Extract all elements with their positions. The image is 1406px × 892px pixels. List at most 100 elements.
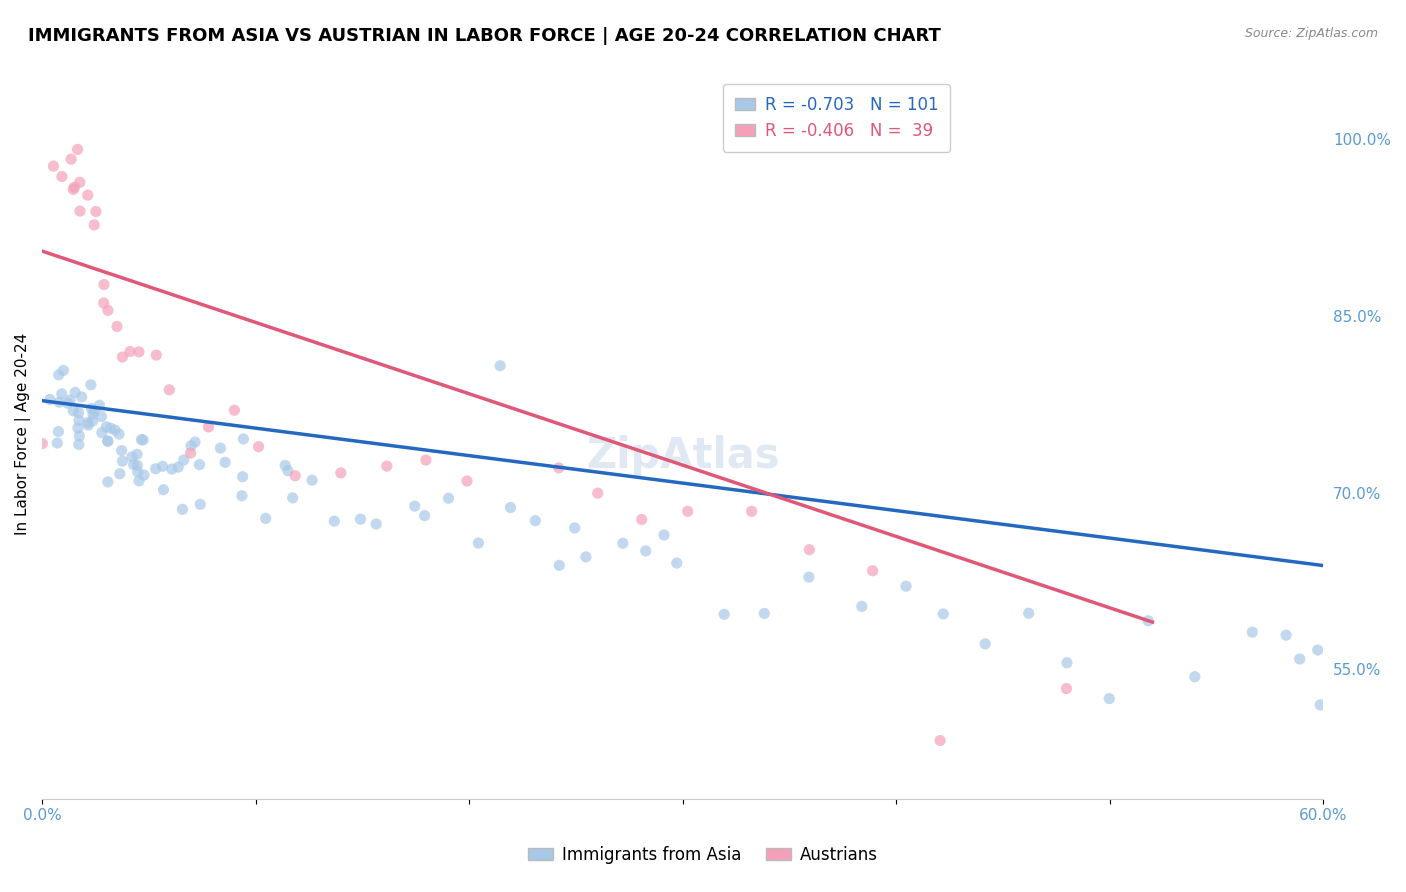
Point — [97, 434, 120, 448]
Point — [415, 453, 437, 467]
Point — [111, 350, 134, 364]
Point — [281, 491, 304, 505]
Point — [76, 416, 98, 430]
Point — [197, 420, 219, 434]
Y-axis label: In Labor Force | Age 20-24: In Labor Force | Age 20-24 — [15, 333, 31, 535]
Point — [110, 443, 132, 458]
Point — [209, 441, 232, 455]
Point — [128, 474, 150, 488]
Point — [31, 436, 53, 450]
Point — [82, 414, 104, 428]
Point — [132, 468, 155, 483]
Point — [799, 542, 821, 557]
Point — [247, 440, 270, 454]
Point — [413, 508, 436, 523]
Point — [180, 446, 202, 460]
Point — [51, 169, 73, 184]
Point — [1184, 670, 1206, 684]
Point — [231, 489, 253, 503]
Point — [329, 466, 352, 480]
Point — [80, 401, 103, 416]
Point — [67, 406, 90, 420]
Point — [80, 377, 103, 392]
Point — [67, 413, 90, 427]
Point — [547, 461, 569, 475]
Point — [42, 159, 65, 173]
Point — [1309, 698, 1331, 712]
Point — [97, 303, 120, 318]
Point — [172, 502, 194, 516]
Point — [862, 564, 884, 578]
Point — [122, 458, 145, 472]
Point — [145, 348, 167, 362]
Point — [1137, 614, 1160, 628]
Point — [104, 423, 127, 437]
Point — [1056, 656, 1078, 670]
Point — [56, 396, 79, 410]
Point — [52, 363, 75, 377]
Point — [152, 459, 174, 474]
Point — [51, 387, 73, 401]
Point — [60, 152, 83, 166]
Point — [83, 218, 105, 232]
Point — [1056, 681, 1078, 696]
Point — [974, 637, 997, 651]
Point — [111, 454, 134, 468]
Point — [62, 404, 84, 418]
Point — [100, 421, 122, 435]
Point — [152, 483, 174, 497]
Point — [69, 204, 91, 219]
Point — [1306, 643, 1329, 657]
Point — [548, 558, 571, 573]
Point — [105, 319, 128, 334]
Point — [157, 383, 180, 397]
Point — [121, 450, 143, 464]
Point — [741, 504, 763, 518]
Point — [132, 433, 155, 447]
Point — [1288, 652, 1310, 666]
Point — [63, 180, 86, 194]
Text: ZipAtlas: ZipAtlas — [586, 434, 779, 476]
Point — [932, 607, 955, 621]
Point — [665, 556, 688, 570]
Point — [70, 390, 93, 404]
Point — [1275, 628, 1298, 642]
Point — [127, 465, 149, 479]
Point — [77, 418, 100, 433]
Point — [188, 497, 211, 511]
Point — [349, 512, 371, 526]
Point — [586, 486, 609, 500]
Point — [277, 464, 299, 478]
Point — [456, 474, 478, 488]
Point — [630, 512, 652, 526]
Point — [108, 427, 131, 442]
Point — [69, 175, 91, 189]
Point — [232, 469, 254, 483]
Point — [67, 429, 90, 443]
Point — [214, 455, 236, 469]
Point — [404, 499, 426, 513]
Point — [301, 473, 323, 487]
Point — [93, 296, 115, 310]
Point — [84, 204, 107, 219]
Point — [125, 447, 148, 461]
Point — [284, 468, 307, 483]
Point — [145, 462, 167, 476]
Point — [83, 403, 105, 417]
Point — [90, 409, 112, 424]
Point — [499, 500, 522, 515]
Point — [894, 579, 917, 593]
Point — [108, 467, 131, 481]
Point — [180, 439, 202, 453]
Point — [48, 368, 70, 382]
Point — [375, 459, 398, 474]
Point — [929, 733, 952, 747]
Point — [184, 435, 207, 450]
Point — [467, 536, 489, 550]
Point — [232, 432, 254, 446]
Point — [1098, 691, 1121, 706]
Point — [127, 458, 149, 473]
Point — [652, 528, 675, 542]
Point — [97, 475, 120, 489]
Point — [612, 536, 634, 550]
